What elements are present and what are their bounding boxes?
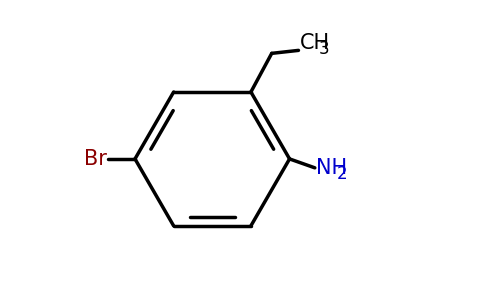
Text: 2: 2 xyxy=(337,165,348,183)
Text: NH: NH xyxy=(317,158,348,178)
Text: CH: CH xyxy=(300,33,330,53)
Text: 3: 3 xyxy=(318,40,329,58)
Text: Br: Br xyxy=(84,149,107,169)
